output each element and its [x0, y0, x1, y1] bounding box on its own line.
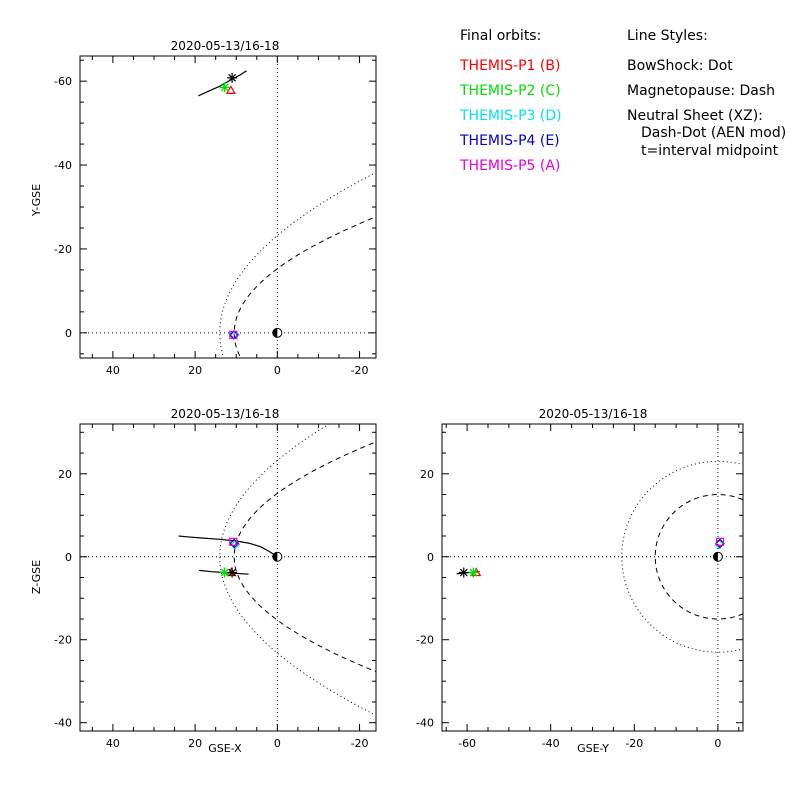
plot-frame: [79, 55, 377, 359]
panel-xy-title: 2020-05-13/16-18: [171, 39, 280, 53]
bowshock-curve: [219, 424, 376, 716]
bowshock-curve: [621, 460, 743, 653]
marker-themis-p1-b: [225, 85, 236, 94]
panel-yz: 2020-05-13/16-18 GSE-Y -60 -40 -20 0 -40 -20 0…: [416, 407, 744, 755]
earth-icon: [272, 551, 283, 562]
earth-icon: [272, 327, 283, 338]
marker-themis-p5-a: [715, 537, 725, 546]
legend-style-magnetopause: Magnetopause: Dash: [627, 83, 775, 99]
magnetopause-curve: [233, 216, 376, 358]
panel-xz-xlabel: GSE-X: [208, 742, 242, 755]
legend-orbits-title: Final orbits:: [460, 28, 541, 44]
legend-styles-title: Line Styles:: [627, 28, 708, 44]
panel-xy-ylabel: Y-GSE: [30, 184, 43, 217]
plot-area: [80, 424, 376, 731]
y-tick-label: -20: [54, 634, 72, 647]
midpoint-marker: [227, 567, 238, 578]
legend-style-midpoint: t=interval midpoint: [641, 143, 779, 159]
panel-xz-ylabel: Z-GSE: [30, 560, 43, 594]
x-tick-label: -40: [542, 737, 560, 750]
orbit-track: [198, 70, 247, 97]
plot-area: [442, 424, 743, 731]
x-tick-label: 0: [714, 737, 721, 750]
y-tick-label: -40: [416, 717, 434, 730]
legend-probe-p1: THEMIS-P1 (B): [459, 58, 560, 74]
y-tick-label: 20: [58, 468, 72, 481]
panel-xy: 2020-05-13/16-18 Y-GSE 40 20 0 -20 -60 -40 -20…: [30, 39, 377, 377]
x-tick-label: -20: [351, 737, 369, 750]
legend-probe-p5: THEMIS-P5 (A): [459, 158, 560, 174]
marker-themis-p5-a: [229, 537, 238, 546]
y-tick-label: 0: [65, 327, 72, 340]
panel-yz-xlabel: GSE-Y: [577, 742, 609, 755]
earth-icon: [712, 551, 723, 562]
legend-style-bowshock: BowShock: Dot: [627, 58, 733, 74]
legend-probe-p2: THEMIS-P2 (C): [459, 83, 561, 99]
x-tick-label: 20: [188, 364, 202, 377]
legend-probe-p4: THEMIS-P4 (E): [459, 133, 560, 149]
midpoint-marker: [227, 72, 238, 83]
orbit-track: [178, 535, 278, 558]
x-tick-label: 40: [106, 364, 120, 377]
y-tick-label: -20: [54, 243, 72, 256]
y-tick-label: -40: [54, 159, 72, 172]
x-tick-label: 40: [106, 737, 120, 750]
y-tick-label: 20: [420, 468, 434, 481]
y-tick-label: 0: [65, 551, 72, 564]
plot-frame: [441, 423, 744, 732]
y-tick-label: 0: [427, 551, 434, 564]
panel-xz-title: 2020-05-13/16-18: [171, 407, 280, 421]
x-tick-label: -20: [351, 364, 369, 377]
x-tick-label: 20: [188, 737, 202, 750]
x-tick-label: 0: [274, 364, 281, 377]
legend-style-neutral-sheet: Neutral Sheet (XZ):: [627, 108, 763, 124]
y-tick-label: -20: [416, 634, 434, 647]
plot-frame: [79, 423, 377, 732]
x-tick-label: 0: [274, 737, 281, 750]
panel-xz: 2020-05-13/16-18 Z-GSE GSE-X 40 20 0 -20 -40…: [30, 407, 377, 755]
legend-probe-p3: THEMIS-P3 (D): [459, 108, 562, 124]
marker-themis-p2-c: [219, 82, 230, 93]
x-tick-label: -60: [458, 737, 476, 750]
marker-themis-p2-c: [468, 567, 479, 578]
magnetopause-curve: [233, 441, 376, 673]
y-tick-label: -40: [54, 717, 72, 730]
panel-yz-title: 2020-05-13/16-18: [539, 407, 648, 421]
midpoint-marker: [458, 567, 469, 578]
marker-themis-p4-e: [715, 538, 725, 549]
x-tick-label: -20: [625, 737, 643, 750]
plot-area: [80, 56, 376, 358]
y-tick-label: -60: [54, 75, 72, 88]
marker-themis-p5-a: [229, 330, 238, 340]
legend-style-dashdot: Dash-Dot (AEN mod): [641, 125, 786, 141]
